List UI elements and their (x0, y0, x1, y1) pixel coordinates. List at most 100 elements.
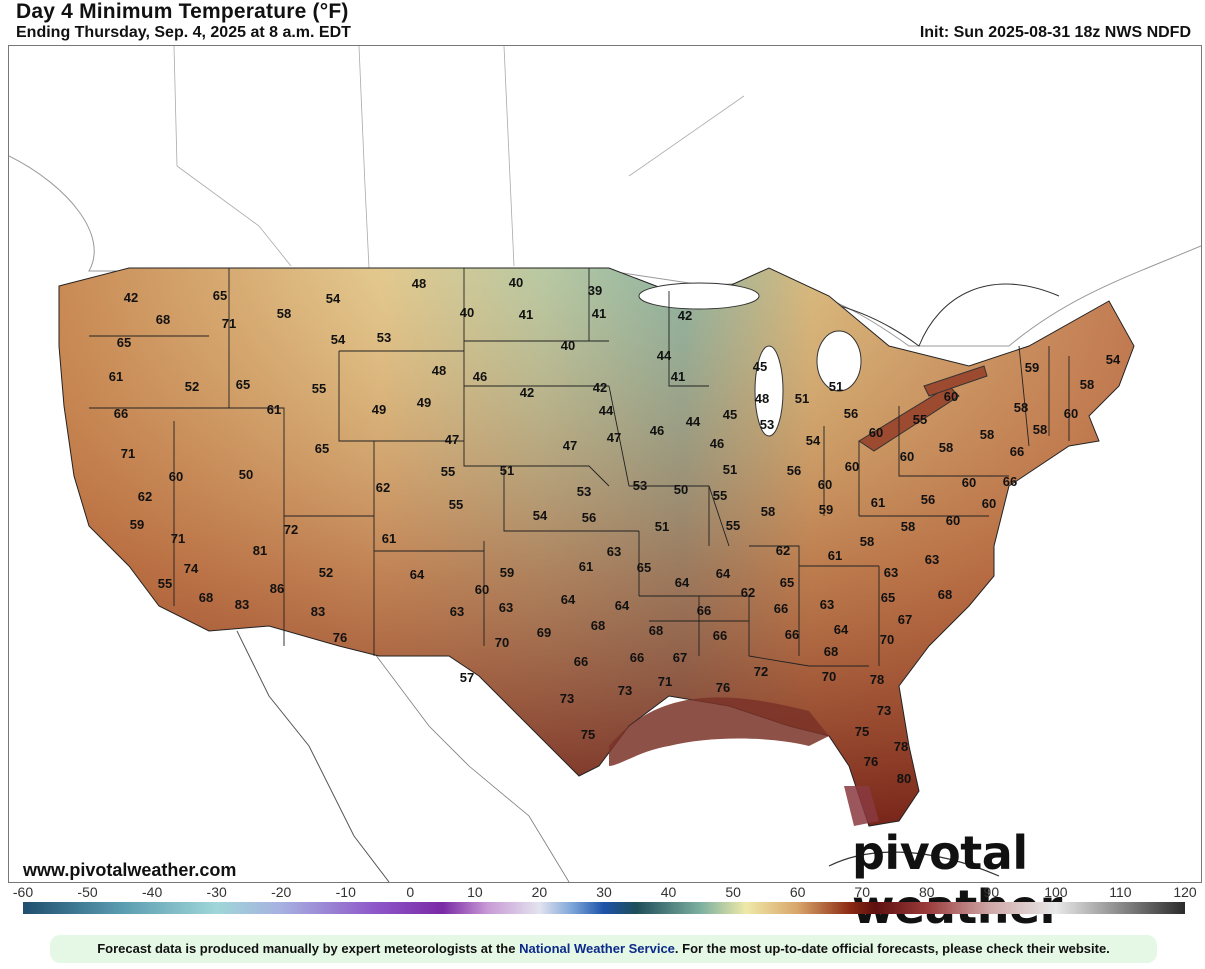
temp-label: 56 (582, 510, 596, 525)
temp-label: 83 (311, 604, 325, 619)
scale-gradient (23, 902, 1185, 914)
scale-tick-label: -30 (206, 884, 227, 900)
temp-label: 60 (982, 496, 996, 511)
temp-label: 65 (213, 288, 227, 303)
temp-label: 50 (674, 482, 688, 497)
disclaimer-text-before: Forecast data is produced manually by ex… (97, 941, 520, 956)
temp-label: 78 (870, 672, 884, 687)
temp-label: 61 (828, 548, 842, 563)
temp-label: 60 (1064, 406, 1078, 421)
temp-label: 66 (114, 406, 128, 421)
temp-label: 60 (869, 425, 883, 440)
disclaimer-text-after: . For the most up-to-date official forec… (674, 941, 1110, 956)
temp-label: 65 (780, 575, 794, 590)
temp-label: 52 (185, 379, 199, 394)
temperature-map[interactable]: 42 65 54 48 40 39 68 71 58 40 41 41 42 65 54 53 40 44 61 52… (8, 45, 1202, 883)
temp-label: 48 (412, 276, 426, 291)
temp-label: 68 (824, 644, 838, 659)
temp-label: 65 (637, 560, 651, 575)
temp-label: 76 (864, 754, 878, 769)
temp-label: 63 (499, 600, 513, 615)
temp-label: 62 (376, 480, 390, 495)
scale-tick-label: -40 (141, 884, 163, 900)
temp-label: 61 (382, 531, 396, 546)
temp-label: 70 (495, 635, 509, 650)
temp-label: 47 (607, 430, 621, 445)
temp-label: 56 (787, 463, 801, 478)
temp-label: 56 (844, 406, 858, 421)
temp-label: 53 (377, 330, 391, 345)
temp-label: 63 (820, 597, 834, 612)
temp-label: 49 (372, 402, 386, 417)
temp-label: 65 (117, 335, 131, 350)
scale-tick-label: 100 (1044, 884, 1068, 900)
scale-tick-label: 0 (406, 884, 415, 900)
temp-label: 63 (884, 565, 898, 580)
scale-tick-label: 70 (854, 884, 871, 900)
scale-tick-label: 80 (918, 884, 935, 900)
temp-label: 53 (760, 417, 774, 432)
temp-label: 73 (560, 691, 574, 706)
temp-label: 81 (253, 543, 267, 558)
scale-tick-label: 120 (1173, 884, 1197, 900)
temp-label: 60 (900, 449, 914, 464)
temp-label: 64 (410, 567, 425, 582)
temp-label: 58 (860, 534, 874, 549)
temp-label: 66 (630, 650, 644, 665)
temp-label: 68 (591, 618, 605, 633)
temp-label: 59 (130, 517, 144, 532)
temp-label: 66 (1003, 474, 1017, 489)
temp-label: 62 (776, 543, 790, 558)
temp-label: 54 (326, 291, 341, 306)
temp-label: 60 (475, 582, 489, 597)
scale-tick-label: 30 (596, 884, 612, 900)
temp-label: 45 (753, 359, 767, 374)
temp-label: 46 (710, 436, 724, 451)
temp-label: 59 (1025, 360, 1039, 375)
scale-tick-label: -60 (12, 884, 34, 900)
temp-label: 60 (169, 469, 183, 484)
temp-label: 72 (754, 664, 768, 679)
temp-label: 53 (577, 484, 591, 499)
temp-label: 67 (673, 650, 687, 665)
temp-label: 40 (460, 305, 474, 320)
temp-label: 58 (1080, 377, 1094, 392)
temp-label: 58 (277, 306, 291, 321)
temp-label: 60 (944, 389, 958, 404)
temp-label: 51 (795, 391, 809, 406)
temp-label: 64 (561, 592, 576, 607)
scale-tick-label: 40 (660, 884, 677, 900)
temp-label: 46 (650, 423, 664, 438)
temp-label: 65 (315, 441, 329, 456)
temp-label: 66 (713, 628, 727, 643)
temp-label: 51 (500, 463, 514, 478)
temp-label: 58 (1014, 400, 1028, 415)
temp-label: 59 (500, 565, 514, 580)
nws-link[interactable]: National Weather Service (519, 941, 675, 956)
temp-label: 64 (834, 622, 849, 637)
temp-label: 41 (592, 306, 606, 321)
scale-tick-label: -20 (271, 884, 292, 900)
temp-label: 66 (785, 627, 799, 642)
temp-label: 55 (913, 412, 927, 427)
temp-label: 57 (460, 670, 474, 685)
temp-label: 55 (441, 464, 455, 479)
scale-tick-label: 20 (531, 884, 548, 900)
temp-label: 58 (1033, 422, 1047, 437)
temp-label: 76 (333, 630, 347, 645)
temp-label: 47 (563, 438, 577, 453)
temp-label: 61 (267, 402, 281, 417)
temp-label: 86 (270, 581, 284, 596)
temp-label: 72 (284, 522, 298, 537)
temp-label: 66 (774, 601, 788, 616)
temp-label: 58 (980, 427, 994, 442)
temp-label: 42 (124, 290, 138, 305)
temp-label: 61 (579, 559, 593, 574)
temp-label: 41 (671, 369, 685, 384)
temp-label: 74 (184, 561, 199, 576)
color-scale-bar (23, 902, 1185, 914)
temp-label: 40 (509, 275, 523, 290)
temp-label: 42 (678, 308, 692, 323)
temp-label: 55 (158, 576, 172, 591)
temp-label: 55 (449, 497, 463, 512)
